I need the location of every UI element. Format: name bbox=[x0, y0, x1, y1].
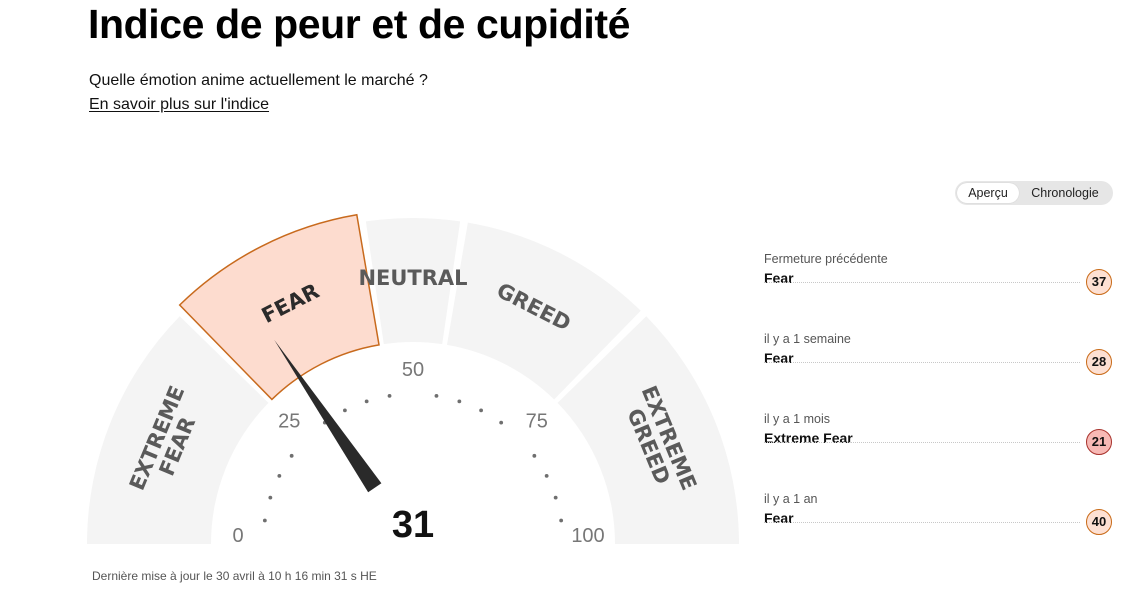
learn-more-link[interactable]: En savoir plus sur l'indice bbox=[89, 96, 270, 113]
gauge-tick-dot bbox=[479, 408, 483, 413]
gauge-tick-dot bbox=[559, 518, 564, 523]
dotted-divider bbox=[764, 362, 1080, 363]
history-value-badge: 40 bbox=[1086, 509, 1112, 535]
history-period: Fermeture précédente bbox=[764, 252, 888, 266]
tab-overview[interactable]: Aperçu bbox=[957, 183, 1019, 203]
gauge-tick-label: 50 bbox=[402, 359, 424, 381]
last-updated: Dernière mise à jour le 30 avril à 10 h … bbox=[92, 569, 377, 583]
gauge-needle bbox=[274, 339, 382, 493]
page-subtitle: Quelle émotion anime actuellement le mar… bbox=[89, 72, 428, 89]
gauge-tick-label: 75 bbox=[526, 410, 548, 432]
history-item-1-year: il y a 1 an Fear 40 bbox=[764, 492, 1112, 572]
history-value-badge: 37 bbox=[1086, 269, 1112, 295]
dotted-divider bbox=[764, 522, 1080, 523]
gauge-segment-extreme-fear bbox=[87, 316, 269, 544]
gauge-tick-label: 25 bbox=[278, 410, 300, 432]
history-value-badge: 21 bbox=[1086, 429, 1112, 455]
history-rating: Fear bbox=[764, 510, 794, 526]
history-rating: Extreme Fear bbox=[764, 430, 853, 446]
gauge-tick-label: 0 bbox=[232, 525, 243, 547]
history-period: il y a 1 semaine bbox=[764, 332, 851, 346]
gauge-segment-greed bbox=[446, 222, 641, 400]
history-item-previous-close: Fermeture précédente Fear 37 bbox=[764, 252, 1112, 332]
gauge-tick-dot bbox=[434, 393, 439, 398]
history-item-1-month: il y a 1 mois Extreme Fear 21 bbox=[764, 412, 1112, 492]
gauge-segment-neutral bbox=[365, 218, 461, 345]
gauge-tick-dot bbox=[364, 399, 369, 404]
history-rating: Fear bbox=[764, 270, 794, 286]
gauge-hub bbox=[349, 480, 477, 560]
gauge-tick-dot bbox=[289, 453, 294, 458]
gauge-segment-extreme-greed bbox=[557, 316, 739, 544]
history-value-badge: 28 bbox=[1086, 349, 1112, 375]
gauge-tick-dot bbox=[268, 495, 273, 500]
gauge-tick-dot bbox=[553, 495, 558, 500]
gauge-label-neutral: NEUTRAL bbox=[358, 266, 467, 290]
history-period: il y a 1 mois bbox=[764, 412, 830, 426]
gauge-tick-dot bbox=[387, 393, 392, 398]
gauge-value: 31 bbox=[392, 504, 434, 546]
gauge-tick-dot bbox=[277, 474, 282, 478]
dotted-divider bbox=[764, 282, 1080, 283]
gauge-tick-dot bbox=[262, 518, 267, 523]
history-list: Fermeture précédente Fear 37 il y a 1 se… bbox=[764, 252, 1112, 572]
dotted-divider bbox=[764, 442, 1080, 443]
view-toggle: Aperçu Chronologie bbox=[955, 181, 1113, 205]
gauge-tick-label: 100 bbox=[571, 525, 604, 547]
history-item-1-week: il y a 1 semaine Fear 28 bbox=[764, 332, 1112, 412]
gauge-tick-dot bbox=[532, 453, 537, 458]
gauge-tick-dot bbox=[544, 474, 549, 478]
history-rating: Fear bbox=[764, 350, 794, 366]
gauge-tick-dot bbox=[499, 420, 504, 425]
history-period: il y a 1 an bbox=[764, 492, 818, 506]
gauge-tick-dot bbox=[457, 399, 462, 404]
gauge-tick-dot bbox=[343, 408, 347, 413]
tab-timeline[interactable]: Chronologie bbox=[1031, 186, 1099, 200]
page-title: Indice de peur et de cupidité bbox=[88, 1, 631, 47]
